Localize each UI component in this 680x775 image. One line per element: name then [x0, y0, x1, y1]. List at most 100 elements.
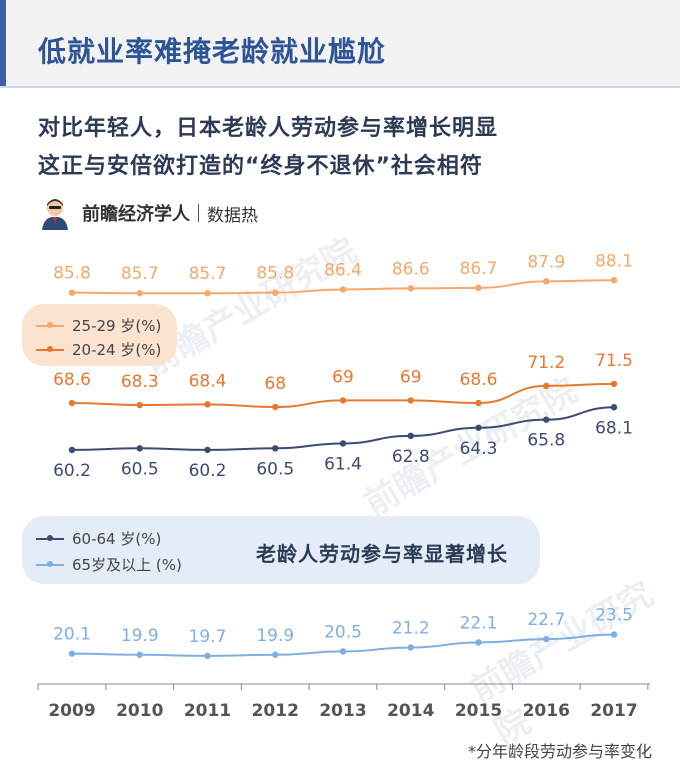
legend-bottom: 60-64 岁(%) 65岁及以上 (%): [22, 516, 540, 584]
data-label-60-64: 62.8: [392, 447, 430, 467]
legend-item-25-29: 25-29 岁(%): [36, 315, 161, 336]
legend-label: 65岁及以上 (%): [72, 556, 182, 574]
x-tick-label: 2014: [387, 701, 434, 721]
data-point-20-24: [272, 403, 279, 411]
data-label-20-24: 69: [332, 367, 354, 387]
data-point-20-24: [475, 399, 482, 407]
data-label-65-plus: 20.1: [53, 625, 91, 645]
data-label-65-plus: 19.9: [256, 626, 294, 646]
data-point-65-plus: [204, 652, 211, 660]
data-label-25-29: 85.7: [189, 264, 227, 284]
source-credit: 前瞻经济学人 数据热: [38, 195, 258, 231]
data-point-60-64: [339, 440, 347, 447]
data-point-25-29: [610, 277, 618, 284]
data-label-20-24: 68.3: [121, 372, 159, 392]
legend-swatch: [36, 560, 64, 567]
data-label-60-64: 60.5: [121, 459, 159, 479]
data-label-60-64: 64.3: [460, 439, 498, 459]
data-point-60-64: [407, 432, 414, 440]
data-label-20-24: 68.6: [53, 370, 91, 390]
data-label-20-24: 68.6: [460, 370, 498, 390]
data-point-20-24: [136, 401, 143, 409]
data-label-65-plus: 20.5: [324, 622, 362, 642]
data-point-25-29: [68, 289, 76, 296]
x-tick-label: 2009: [48, 701, 95, 721]
data-label-65-plus: 22.7: [527, 610, 565, 630]
data-point-65-plus: [407, 644, 414, 651]
data-point-25-29: [339, 286, 347, 293]
data-label-20-24: 71.2: [527, 353, 565, 373]
data-label-65-plus: 22.1: [460, 613, 498, 633]
x-tick-label: 2012: [252, 701, 299, 721]
data-point-60-64: [68, 446, 76, 454]
highlight-text: 老龄人劳动参与率显著增长: [256, 542, 508, 566]
data-label-20-24: 68: [264, 374, 286, 394]
data-label-65-plus: 23.5: [595, 606, 633, 626]
data-point-65-plus: [272, 651, 279, 658]
data-point-20-24: [543, 382, 550, 390]
data-point-60-64: [475, 424, 482, 431]
data-point-60-64: [204, 446, 211, 454]
data-label-25-29: 85.8: [256, 264, 294, 284]
x-tick-label: 2016: [523, 701, 570, 721]
data-point-25-29: [272, 289, 279, 296]
header-divider: [0, 86, 680, 88]
subtitle-line-2: 这正与安倍欲打造的“终身不退休”社会相符: [38, 154, 483, 179]
data-label-25-29: 87.9: [527, 252, 565, 272]
legend-label: 20-24 岁(%): [72, 341, 162, 359]
legend-top: 25-29 岁(%) 20-24 岁(%): [22, 304, 177, 366]
data-point-65-plus: [543, 635, 550, 643]
data-label-25-29: 86.4: [324, 260, 362, 280]
data-point-60-64: [136, 445, 143, 452]
data-point-20-24: [407, 397, 414, 404]
x-tick-label: 2010: [116, 701, 163, 721]
data-point-65-plus: [136, 651, 143, 658]
legend-item-20-24: 20-24 岁(%): [36, 339, 161, 360]
data-point-20-24: [610, 380, 618, 388]
x-tick-label: 2017: [590, 701, 637, 721]
subtitle-line-1: 对比年轻人，日本老龄人劳动参与率增长明显: [38, 116, 499, 141]
data-label-25-29: 86.6: [392, 259, 430, 279]
person-avatar-icon: [38, 196, 72, 230]
legend-label: 60-64 岁(%): [72, 530, 162, 548]
data-point-25-29: [475, 284, 482, 292]
data-label-20-24: 71.5: [595, 351, 633, 371]
data-point-65-plus: [610, 631, 618, 638]
x-tick-label: 2015: [455, 701, 502, 721]
data-point-60-64: [610, 404, 618, 411]
x-tick-label: 2011: [184, 701, 231, 721]
data-label-25-29: 86.7: [460, 259, 498, 279]
data-point-20-24: [68, 399, 76, 407]
data-point-25-29: [543, 278, 550, 285]
data-point-60-64: [543, 416, 550, 423]
data-point-60-64: [272, 445, 279, 452]
data-label-60-64: 60.2: [53, 461, 91, 481]
data-point-25-29: [407, 285, 414, 292]
legend-label: 25-29 岁(%): [72, 317, 162, 335]
legend-swatch: [36, 345, 64, 352]
data-label-65-plus: 21.2: [392, 618, 430, 638]
data-point-25-29: [204, 290, 211, 297]
data-label-25-29: 85.8: [53, 264, 91, 284]
header: 低就业率难掩老龄就业尴尬: [0, 0, 680, 88]
legend-swatch: [36, 321, 64, 328]
data-label-20-24: 68.4: [189, 371, 227, 391]
data-point-65-plus: [475, 639, 482, 646]
data-label-60-64: 60.2: [189, 461, 227, 481]
header-accent-bar: [0, 0, 6, 88]
legend-swatch: [36, 534, 64, 541]
data-label-25-29: 88.1: [595, 251, 633, 271]
data-point-20-24: [204, 401, 211, 408]
x-tick-label: 2013: [319, 701, 366, 721]
data-point-20-24: [339, 397, 347, 404]
legend-item-60-64: 60-64 岁(%): [36, 528, 161, 549]
data-label-65-plus: 19.9: [121, 626, 159, 646]
data-label-60-64: 65.8: [527, 431, 565, 451]
data-point-65-plus: [68, 650, 76, 657]
footnote: *分年龄段劳动参与率变化: [467, 742, 652, 761]
data-label-20-24: 69: [400, 367, 422, 387]
source-separator: [198, 204, 199, 222]
data-label-65-plus: 19.7: [189, 627, 227, 647]
data-label-25-29: 85.7: [121, 264, 159, 284]
